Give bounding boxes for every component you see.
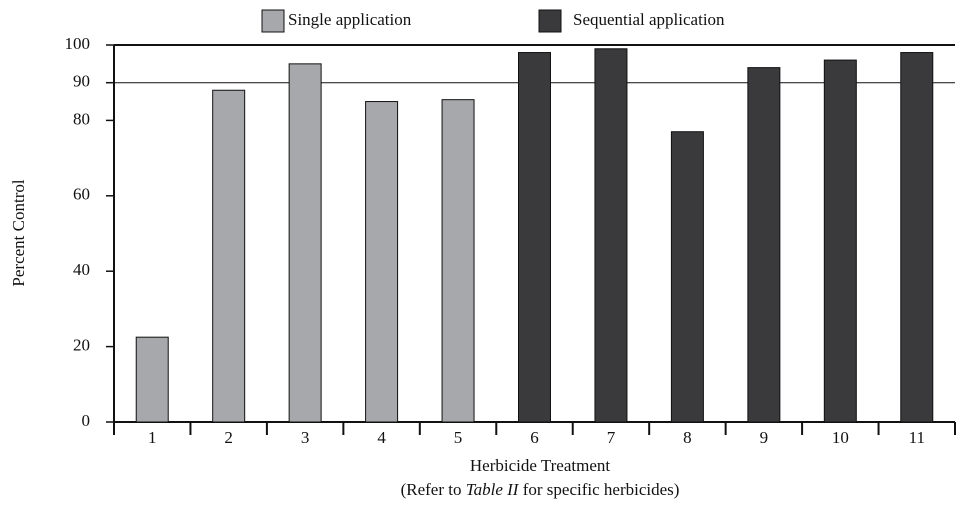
y-tick-label: 40: [73, 260, 90, 279]
y-axis-label: Percent Control: [9, 179, 28, 286]
x-tick-label: 5: [454, 428, 463, 447]
x-tick-label: 9: [760, 428, 769, 447]
x-tick-label: 3: [301, 428, 310, 447]
legend-label: Single application: [288, 10, 412, 29]
note-part: Table II: [466, 480, 520, 499]
bar: [747, 67, 781, 423]
bar: [518, 52, 551, 423]
y-tick-label: 100: [65, 34, 91, 53]
bar: [288, 63, 322, 423]
bar: [212, 89, 246, 423]
y-tick-label: 90: [73, 72, 90, 91]
y-tick-label: 20: [73, 336, 90, 355]
y-tick-label: 80: [73, 109, 90, 128]
y-tick-label: 60: [73, 185, 90, 204]
legend-swatch: [538, 9, 562, 33]
x-axis-label: Herbicide Treatment: [470, 456, 610, 475]
bar: [594, 48, 628, 423]
note-part: for specific herbicides): [518, 480, 679, 499]
legend-label: Sequential application: [573, 10, 725, 29]
bar: [365, 101, 399, 423]
note-part: (Refer to: [401, 480, 466, 499]
y-tick-label: 0: [82, 411, 91, 430]
x-tick-label: 2: [224, 428, 233, 447]
bar: [670, 131, 704, 423]
x-tick-label: 11: [909, 428, 925, 447]
x-tick-label: 10: [832, 428, 849, 447]
x-tick-label: 6: [530, 428, 539, 447]
bar: [823, 59, 857, 423]
x-tick-label: 8: [683, 428, 692, 447]
legend-swatch: [261, 9, 285, 33]
bar: [441, 99, 475, 423]
bar: [900, 52, 934, 423]
bar: [135, 336, 169, 423]
x-tick-label: 1: [148, 428, 157, 447]
x-tick-label: 4: [377, 428, 386, 447]
x-axis-note: (Refer to Table II for specific herbicid…: [401, 480, 680, 499]
x-tick-label: 7: [607, 428, 616, 447]
